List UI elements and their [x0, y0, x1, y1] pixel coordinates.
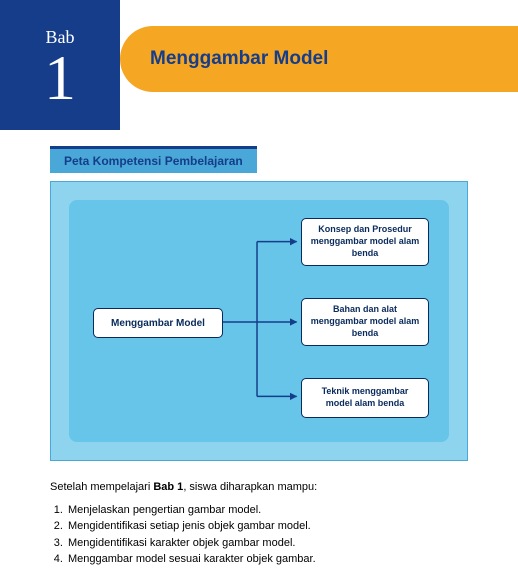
diagram-child-node: Bahan dan alat menggambar model alam ben… — [301, 298, 429, 346]
chapter-title: Menggambar Model — [150, 48, 328, 70]
intro-bold: Bab 1 — [153, 481, 183, 493]
diagram-child-label: Bahan dan alat menggambar model alam ben… — [308, 304, 422, 339]
intro-suffix: , siswa diharapkan mampu: — [183, 481, 317, 493]
outcome-item: Mengidentifikasi karakter objek gambar m… — [66, 535, 468, 552]
outcome-item: Menjelaskan pengertian gambar model. — [66, 502, 468, 519]
chapter-header: Bab 1 Menggambar Model — [0, 0, 518, 130]
diagram-child-node: Konsep dan Prosedur menggambar model ala… — [301, 218, 429, 266]
section-label-wrap: Peta Kompetensi Pembelajaran — [50, 146, 518, 173]
section-label: Peta Kompetensi Pembelajaran — [50, 146, 257, 173]
bab-block: Bab 1 — [0, 0, 120, 130]
chapter-title-banner: Menggambar Model — [120, 26, 518, 92]
outcomes-intro: Setelah mempelajari Bab 1, siswa diharap… — [50, 479, 468, 496]
diagram-root-node: Menggambar Model — [93, 308, 223, 338]
bab-number: 1 — [44, 46, 76, 110]
diagram-child-label: Teknik menggambar model alam benda — [308, 386, 422, 409]
intro-prefix: Setelah mempelajari — [50, 481, 153, 493]
diagram-inner: Menggambar Model Konsep dan Prosedur men… — [69, 200, 449, 442]
diagram-child-node: Teknik menggambar model alam benda — [301, 378, 429, 418]
diagram-root-label: Menggambar Model — [111, 317, 205, 330]
learning-outcomes: Setelah mempelajari Bab 1, siswa diharap… — [50, 479, 468, 568]
outcomes-list: Menjelaskan pengertian gambar model. Men… — [66, 502, 468, 568]
competency-diagram: Menggambar Model Konsep dan Prosedur men… — [50, 181, 468, 461]
outcome-item: Menggambar model sesuai karakter objek g… — [66, 551, 468, 568]
outcome-item: Mengidentifikasi setiap jenis objek gamb… — [66, 518, 468, 535]
diagram-child-label: Konsep dan Prosedur menggambar model ala… — [308, 224, 422, 259]
